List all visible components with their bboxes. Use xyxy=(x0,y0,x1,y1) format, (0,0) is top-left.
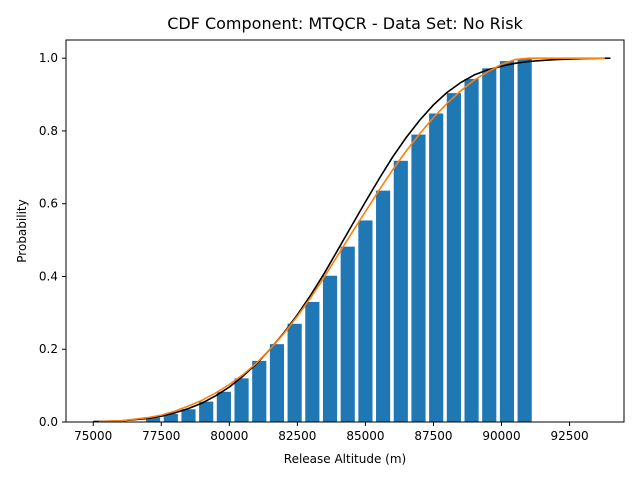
y-tick-label-3: 0.6 xyxy=(39,197,58,211)
bar-4 xyxy=(216,391,231,422)
bar-18 xyxy=(464,78,479,423)
bar-13 xyxy=(376,190,391,422)
bar-7 xyxy=(269,344,285,422)
x-tick-label-1: 77500 xyxy=(142,429,180,443)
line-series-group xyxy=(93,57,611,423)
x-tick-label-3: 82500 xyxy=(278,429,316,443)
bar-16 xyxy=(429,113,444,422)
y-tick-label-4: 0.8 xyxy=(39,124,58,138)
bar-8 xyxy=(287,323,302,422)
y-tick-label-1: 0.2 xyxy=(39,342,58,356)
x-axis-label: Release Altitude (m) xyxy=(284,452,406,466)
x-tick-label-4: 85000 xyxy=(346,429,384,443)
y-axis: 0.0 0.2 0.4 0.6 0.8 1.0 xyxy=(39,51,66,429)
plot-frame xyxy=(65,39,625,423)
x-tick-label-5: 87500 xyxy=(414,429,452,443)
x-tick-label-7: 92500 xyxy=(550,429,588,443)
bar-2 xyxy=(181,409,196,422)
bar-14 xyxy=(393,160,408,422)
bar-9 xyxy=(305,301,320,422)
y-tick-label-2: 0.4 xyxy=(39,269,58,283)
bar-5 xyxy=(234,378,249,422)
bar-20 xyxy=(499,61,515,422)
bar-12 xyxy=(358,220,373,422)
y-tick-label-0: 0.0 xyxy=(39,415,58,429)
bar-19 xyxy=(482,68,497,423)
bar-17 xyxy=(446,93,461,423)
cdf-line-0 xyxy=(93,57,611,423)
bar-11 xyxy=(340,246,355,422)
cdf-line-1 xyxy=(98,57,605,423)
bar-21 xyxy=(517,58,532,423)
bar-1 xyxy=(163,413,178,422)
x-axis: 75000 77500 80000 82500 85000 87500 90000 92500 xyxy=(74,422,589,443)
chart-title: CDF Component: MTQCR - Data Set: No Risk xyxy=(167,14,523,33)
bar-6 xyxy=(252,360,267,422)
bar-0 xyxy=(146,417,161,422)
bar-series xyxy=(146,58,532,423)
y-tick-label-5: 1.0 xyxy=(39,51,58,65)
bar-15 xyxy=(411,134,426,423)
bar-10 xyxy=(322,275,338,422)
x-tick-label-6: 90000 xyxy=(482,429,520,443)
bar-3 xyxy=(199,401,214,422)
x-tick-label-0: 75000 xyxy=(74,429,112,443)
x-tick-label-2: 80000 xyxy=(210,429,248,443)
y-axis-label: Probability xyxy=(15,199,29,262)
